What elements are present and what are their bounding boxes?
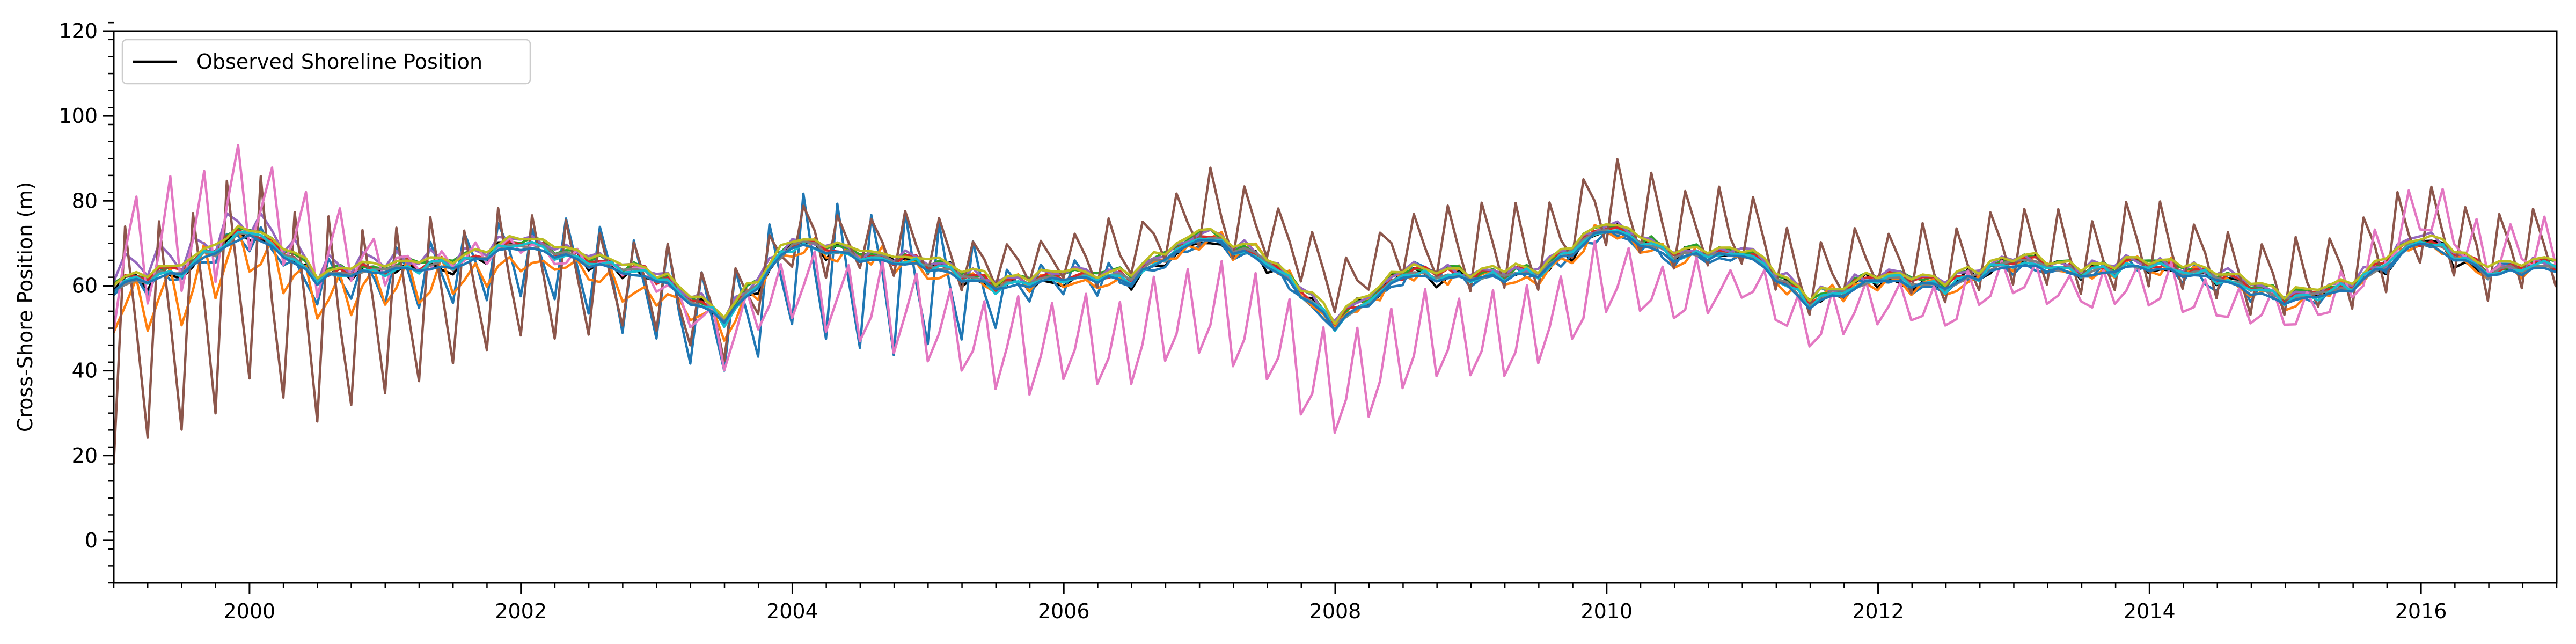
x-tick-label: 2016 <box>2395 599 2447 623</box>
x-tick-label: 2008 <box>1309 599 1362 623</box>
legend-label-observed: Observed Shoreline Position <box>196 50 482 74</box>
series-line-7 <box>114 158 2557 465</box>
y-tick-label: 100 <box>58 104 98 128</box>
legend-box <box>121 39 531 85</box>
x-tick-label: 2002 <box>495 599 547 623</box>
series-line-10 <box>114 223 2557 326</box>
y-tick-label: 40 <box>72 359 98 383</box>
x-tick-label: 2014 <box>2124 599 2176 623</box>
series-layer <box>114 144 2557 465</box>
x-tick-label: 2012 <box>1852 599 1904 623</box>
y-tick-label: 120 <box>58 19 98 43</box>
x-tick-label: 2000 <box>224 599 276 623</box>
x-axis: 2000 2002 2004 2006 2008 2010 2012 2014 2016 <box>113 583 2558 623</box>
y-tick-label: 80 <box>72 189 98 213</box>
y-tick-label: 20 <box>72 444 98 467</box>
x-tick-label: 2004 <box>766 599 818 623</box>
y-tick-label: 60 <box>72 274 98 297</box>
series-line-8 <box>114 144 2557 434</box>
series-line-12 <box>114 231 2557 332</box>
legend: Observed Shoreline Position <box>121 39 531 85</box>
x-tick-label: 2006 <box>1038 599 1090 623</box>
x-tick-label: 2010 <box>1580 599 1633 623</box>
y-axis-label: Cross-Shore Position (m) <box>13 182 37 432</box>
y-tick-label: 0 <box>85 529 98 552</box>
y-axis: 0 20 40 60 80 100 120 <box>58 19 114 584</box>
